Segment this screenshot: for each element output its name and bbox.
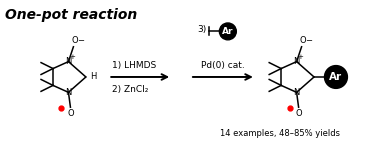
Text: O: O [71, 36, 78, 45]
Text: N: N [293, 57, 300, 66]
Text: Ar: Ar [222, 27, 234, 36]
Text: One-pot reaction: One-pot reaction [5, 8, 137, 22]
Text: N: N [293, 88, 300, 97]
Text: +: + [297, 54, 304, 60]
Text: −: − [77, 36, 84, 45]
Text: H: H [90, 72, 96, 82]
Text: 14 examples, 48–85% yields: 14 examples, 48–85% yields [220, 129, 340, 138]
Text: −: − [305, 36, 312, 45]
Circle shape [324, 66, 347, 88]
Text: 1) LHMDS: 1) LHMDS [112, 61, 156, 70]
Text: O: O [67, 109, 74, 118]
Text: 2) ZnCl₂: 2) ZnCl₂ [112, 85, 149, 94]
Text: Pd(0) cat.: Pd(0) cat. [201, 61, 245, 70]
Text: +: + [70, 54, 75, 60]
Text: Ar: Ar [329, 72, 342, 82]
Text: O: O [299, 36, 306, 45]
Text: O: O [295, 109, 302, 118]
Text: N: N [65, 57, 72, 66]
Text: N: N [65, 88, 72, 97]
Circle shape [219, 23, 236, 40]
Text: 3): 3) [197, 25, 206, 34]
